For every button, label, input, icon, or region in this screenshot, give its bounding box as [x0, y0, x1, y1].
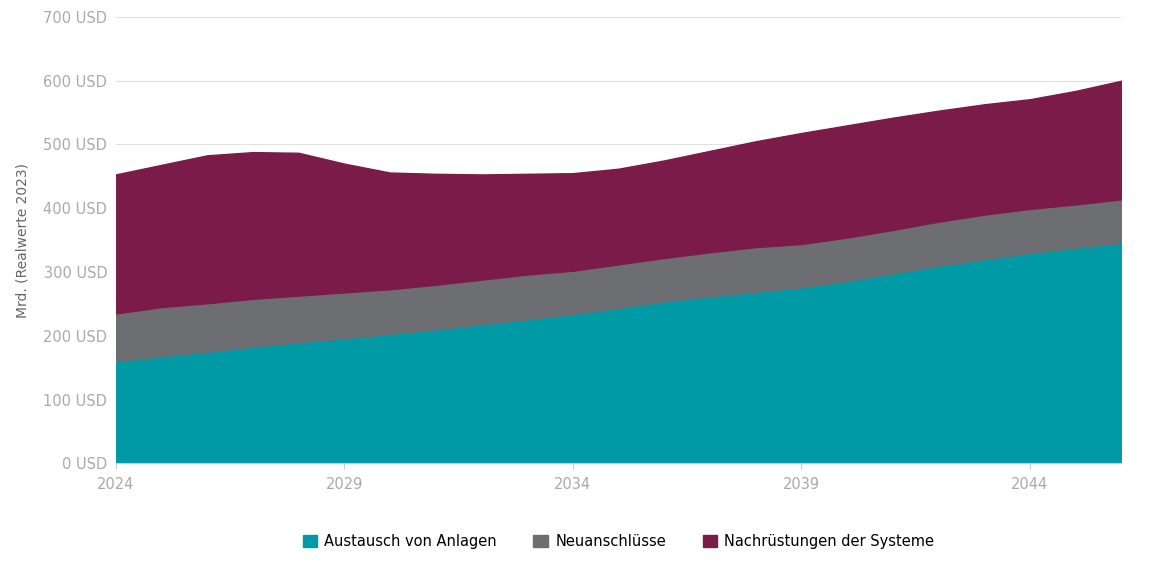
- Legend: Austausch von Anlagen, Neuanschlüsse, Nachrüstungen der Systeme: Austausch von Anlagen, Neuanschlüsse, Na…: [297, 529, 940, 555]
- Y-axis label: Mrd. (Realwerte 2023): Mrd. (Realwerte 2023): [15, 163, 29, 318]
